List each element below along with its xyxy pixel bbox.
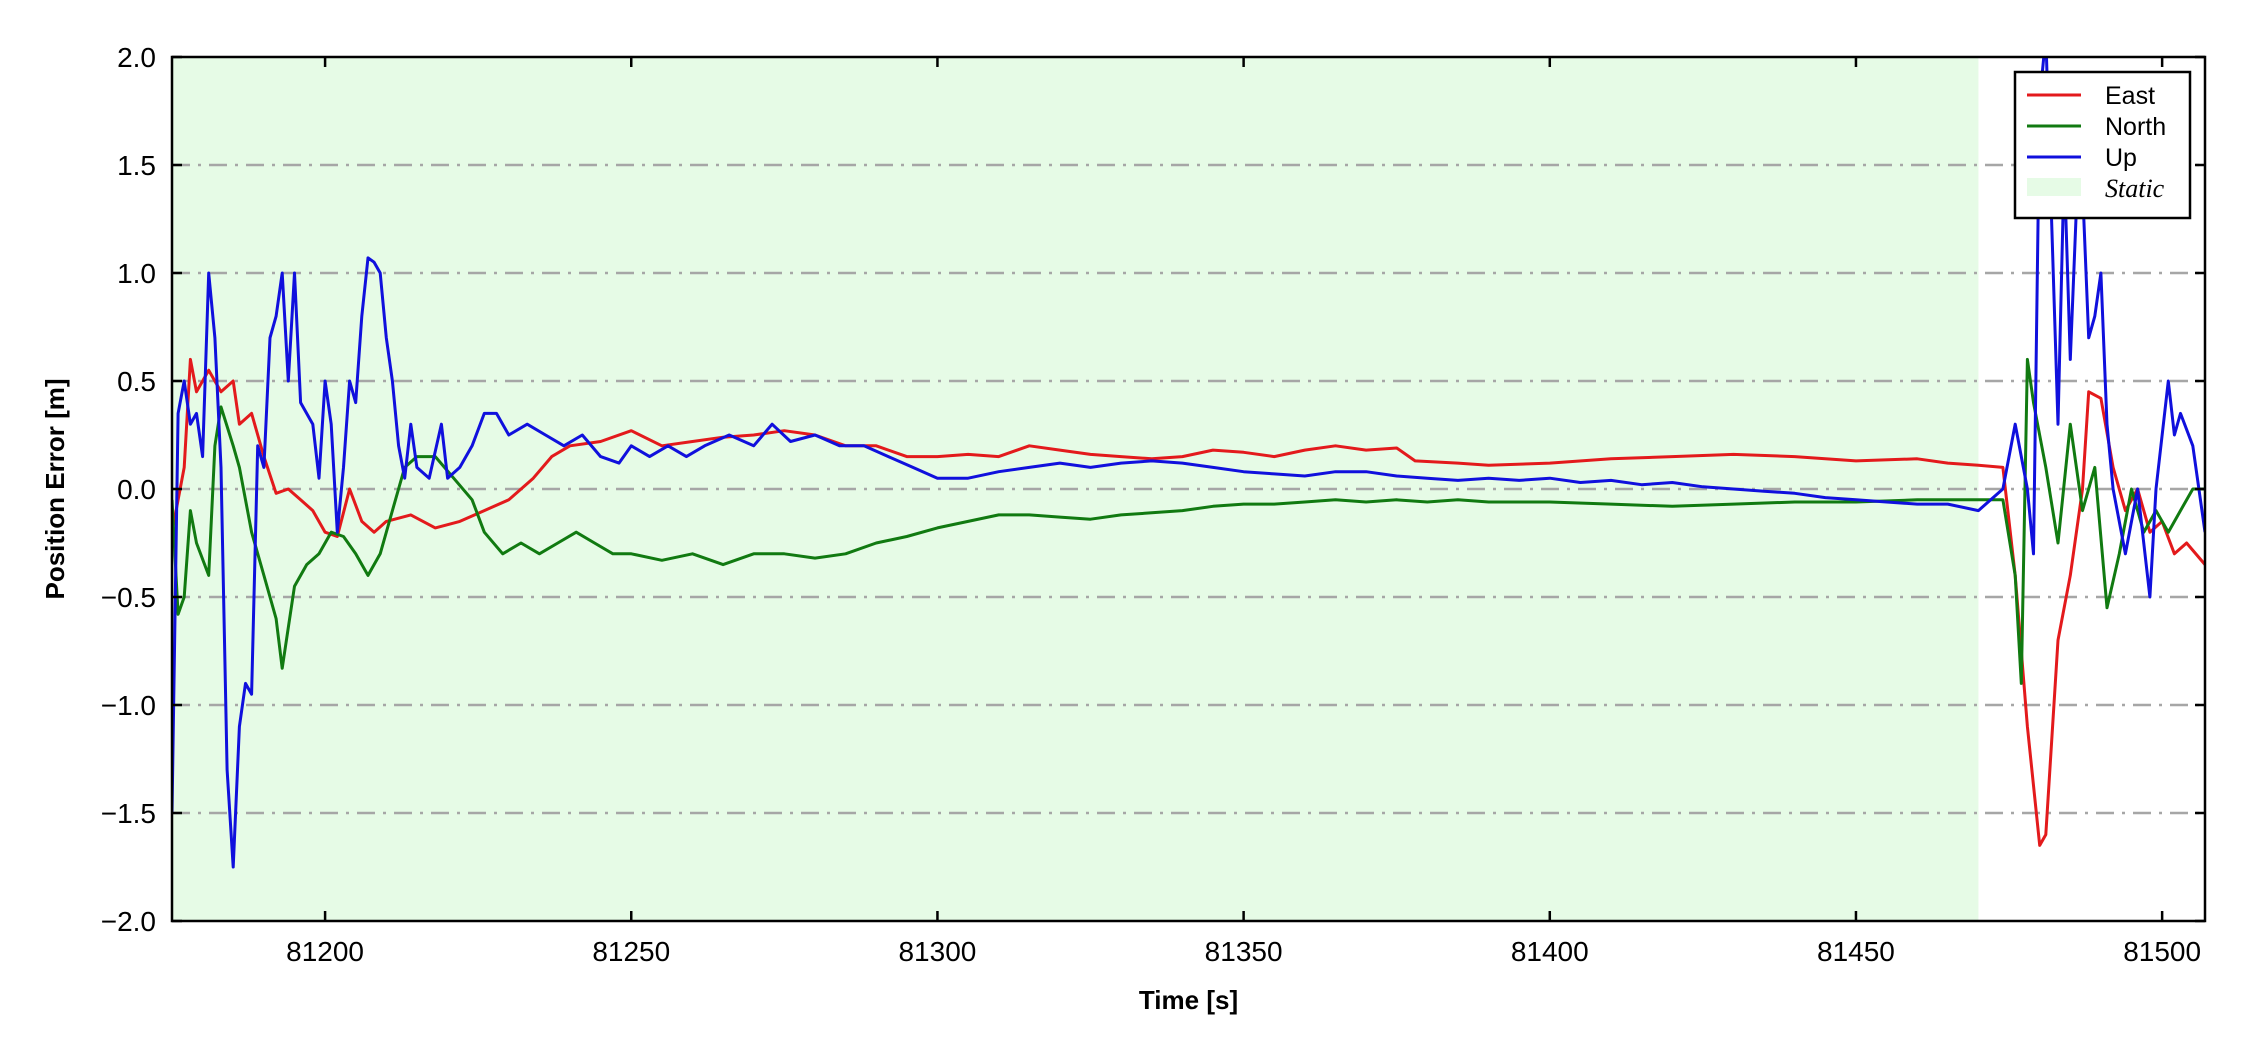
y-tick-label: −2.0 — [101, 906, 156, 937]
y-tick-label: 0.5 — [117, 366, 156, 397]
x-axis-ticks: 81200 81250 81300 81350 81400 81450 81500 — [286, 57, 2201, 967]
y-tick-label: −1.5 — [101, 798, 156, 829]
y-tick-label: 0.0 — [117, 474, 156, 505]
x-tick-label: 81200 — [286, 936, 364, 967]
series-lines — [172, 57, 2205, 869]
y-axis-label: Position Error [m] — [40, 378, 70, 599]
x-tick-label: 81250 — [592, 936, 670, 967]
x-axis-label: Time [s] — [1139, 985, 1238, 1015]
x-tick-label: 81300 — [898, 936, 976, 967]
legend-label-north: North — [2105, 113, 2166, 141]
y-tick-label: 2.0 — [117, 42, 156, 73]
y-axis-ticks: −2.0 −1.5 −1.0 −0.5 0.0 0.5 1.0 1.5 2.0 — [101, 42, 2205, 937]
x-tick-label: 81500 — [2123, 936, 2201, 967]
x-tick-label: 81450 — [1817, 936, 1895, 967]
series-line-east — [172, 357, 2205, 847]
series-line-up — [172, 57, 2205, 869]
y-tick-label: −0.5 — [101, 582, 156, 613]
grid-lines — [172, 163, 2205, 815]
y-tick-label: 1.5 — [117, 150, 156, 181]
legend-label-static: Static — [2105, 174, 2165, 203]
y-tick-label: −1.0 — [101, 690, 156, 721]
legend-label-east: East — [2105, 82, 2155, 110]
legend: East North Up Static — [2013, 70, 2192, 220]
y-tick-label: 1.0 — [117, 258, 156, 289]
series-line-north — [172, 357, 2205, 685]
legend-swatch-static — [2027, 178, 2081, 196]
legend-label-up: Up — [2105, 144, 2137, 172]
x-tick-label: 81350 — [1205, 936, 1283, 967]
x-tick-label: 81400 — [1511, 936, 1589, 967]
